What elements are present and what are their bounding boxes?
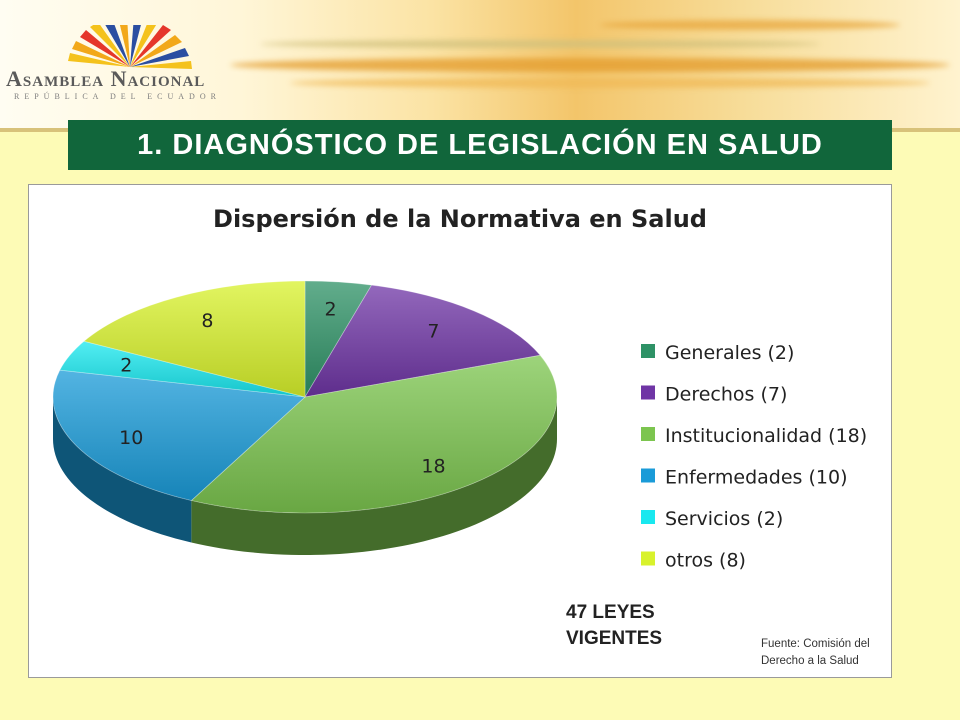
- legend-label-institucionalidad: Institucionalidad (18): [665, 425, 867, 447]
- data-label-enfermedades: 10: [119, 427, 143, 449]
- source-line1: Fuente: Comisión del: [761, 638, 870, 650]
- legend-swatch-enfermedades: [641, 468, 655, 483]
- source-note: Fuente: Comisión del Derecho a la Salud: [761, 636, 891, 670]
- pie-slice-derechos: [304, 284, 541, 398]
- pie-slice-enfermedades: [52, 369, 306, 501]
- sun-emblem-icon: [68, 16, 192, 69]
- pie-side-enfermedades: [53, 397, 192, 543]
- logo-subtext: REPÚBLICA DEL ECUADOR: [14, 92, 221, 101]
- legend-swatch-institucionalidad: [641, 427, 655, 441]
- pie-slice-generales: [304, 280, 373, 399]
- total-laws-line2: VIGENTES: [566, 628, 663, 649]
- total-laws-line1: 47 LEYES: [566, 602, 655, 623]
- logo-text: Asamblea Nacional: [6, 66, 206, 91]
- data-label-institucionalidad: 18: [421, 455, 445, 477]
- data-label-servicios: 2: [120, 354, 132, 376]
- data-label-generales: 2: [324, 299, 336, 321]
- legend-swatch-otros: [641, 551, 655, 566]
- source-line2: Derecho a la Salud: [761, 655, 859, 667]
- data-label-otros: 8: [201, 310, 213, 332]
- legend-label-servicios: Servicios (2): [665, 508, 783, 530]
- pie-slice-servicios: [59, 340, 306, 398]
- pie-slice-otros: [83, 280, 306, 398]
- legend-swatch-generales: [641, 344, 655, 358]
- pie-slice-institucionalidad: [190, 354, 558, 514]
- chart-title: Dispersión de la Normativa en Salud: [213, 205, 707, 233]
- legend-swatch-derechos: [641, 385, 655, 400]
- legend-label-derechos: Derechos (7): [665, 384, 787, 406]
- data-label-derechos: 7: [427, 321, 439, 343]
- pie-chart: Dispersión de la Normativa en Salud 2 7 18…: [52, 205, 867, 572]
- chart-frame: Dispersión de la Normativa en Salud 2 7 18…: [28, 184, 892, 678]
- legend-label-enfermedades: Enfermedades (10): [665, 467, 848, 489]
- legend-swatch-servicios: [641, 510, 655, 524]
- header-banner: Asamblea Nacional REPÚBLICA DEL ECUADOR: [0, 0, 960, 132]
- slide-title: 1. DIAGNÓSTICO DE LEGISLACIÓN EN SALUD: [68, 120, 892, 170]
- legend-label-otros: otros (8): [665, 550, 746, 572]
- pie-side-institucionalidad: [191, 397, 558, 555]
- total-laws-label: 47 LEYES VIGENTES: [566, 600, 706, 652]
- asamblea-logo: [0, 16, 240, 105]
- legend-label-generales: Generales (2): [665, 342, 794, 364]
